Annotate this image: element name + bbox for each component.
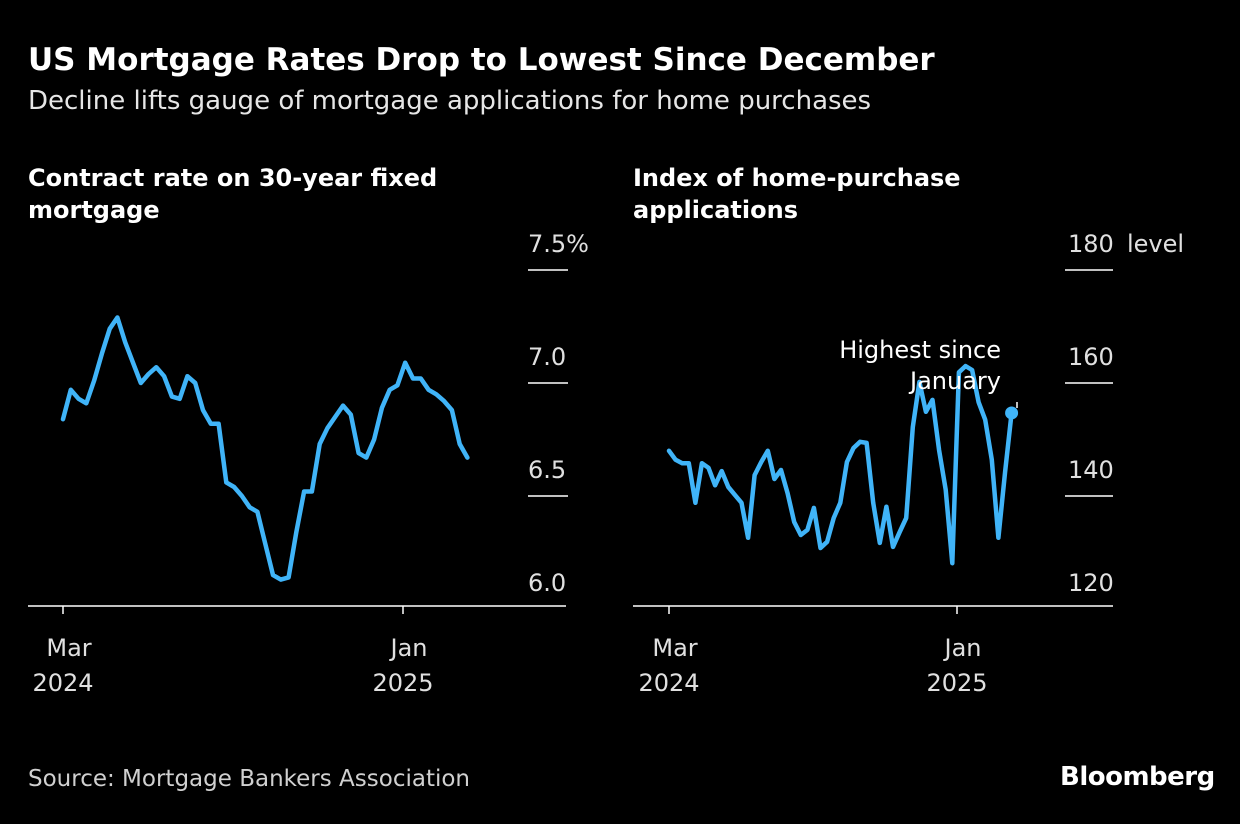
right-chart: 180 level 160 140 120 Mar 2024 Jan 2025	[633, 230, 1184, 697]
last-point-marker	[1005, 406, 1019, 420]
x-tick-label-year: 2025	[372, 669, 433, 697]
annotation-line1: Highest since	[839, 336, 1001, 364]
series-line	[60, 315, 470, 582]
x-tick-label-year: 2024	[32, 669, 93, 697]
y-tick-label: 7.0	[528, 343, 566, 371]
chart-subtitle: Decline lifts gauge of mortgage applicat…	[28, 86, 872, 116]
y-tick-label: 160	[1068, 343, 1114, 371]
bloomberg-logo: Bloomberg	[1060, 762, 1215, 792]
x-tick-label-month: Jan	[389, 634, 428, 662]
x-tick-label-month: Jan	[943, 634, 982, 662]
y-tick-label: 6.0	[528, 569, 566, 597]
left-chart: 7.5% 7.0 6.5 6.0 Mar 2024 Jan 2025	[28, 230, 589, 697]
y-unit-label: level	[1127, 230, 1184, 258]
x-tick-label-year: 2024	[638, 669, 699, 697]
series-line	[666, 363, 1014, 566]
left-panel-title: Contract rate on 30-year fixed mortgage	[28, 164, 438, 224]
x-tick-label-month: Mar	[652, 634, 697, 662]
y-tick-label: 180	[1068, 230, 1114, 258]
source-note: Source: Mortgage Bankers Association	[28, 766, 471, 792]
x-tick-label-month: Mar	[46, 634, 91, 662]
annotation-line2: January	[908, 367, 1001, 395]
right-panel-title: Index of home-purchase applications	[633, 164, 961, 224]
y-tick-label: 6.5	[528, 456, 566, 484]
y-tick-label: 140	[1068, 456, 1114, 484]
chart-title: US Mortgage Rates Drop to Lowest Since D…	[28, 42, 935, 78]
y-tick-label: 7.5%	[528, 230, 589, 258]
x-tick-label-year: 2025	[926, 669, 987, 697]
y-tick-label: 120	[1068, 569, 1114, 597]
